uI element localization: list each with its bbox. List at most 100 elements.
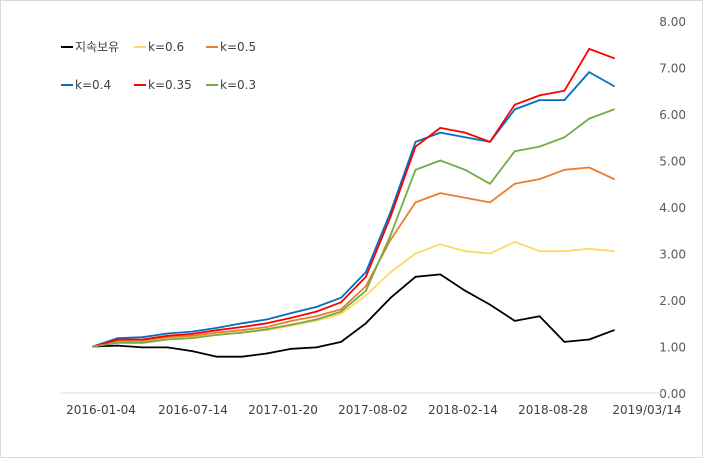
series-line xyxy=(92,48,615,348)
data-point xyxy=(563,168,566,171)
data-point xyxy=(439,273,442,276)
data-point xyxy=(191,330,194,333)
data-point xyxy=(513,108,516,111)
data-point xyxy=(538,145,541,148)
data-point xyxy=(563,136,566,139)
data-point xyxy=(563,340,566,343)
data-point xyxy=(414,141,417,143)
data-point xyxy=(116,337,119,340)
data-point xyxy=(315,306,318,308)
data-point xyxy=(389,271,392,273)
y-tick-label: 2.00 xyxy=(659,294,686,308)
data-point xyxy=(340,301,342,304)
data-point xyxy=(265,352,268,355)
data-point xyxy=(365,271,367,273)
legend-label: k=0.6 xyxy=(148,40,184,54)
x-tick-label: 2019/03/14 xyxy=(612,403,681,417)
y-tick-label: 5.00 xyxy=(659,155,686,169)
legend-label: k=0.4 xyxy=(75,78,111,92)
y-tick-label: 0.00 xyxy=(659,387,686,401)
data-point xyxy=(340,296,342,299)
data-point xyxy=(513,240,516,243)
y-tick-label: 3.00 xyxy=(659,248,686,262)
data-point xyxy=(340,340,342,343)
data-point xyxy=(389,210,392,213)
data-point xyxy=(340,308,342,311)
data-point xyxy=(513,182,516,185)
plot-area xyxy=(92,48,615,358)
data-point xyxy=(389,296,392,299)
legend: 지속보유 k=0.6 k=0.5 k=0.4 k=0.35 k=0.3 xyxy=(61,40,256,92)
data-point xyxy=(513,150,516,153)
data-point xyxy=(216,355,218,358)
series-line xyxy=(92,273,615,358)
y-tick-label: 1.00 xyxy=(659,341,686,355)
x-tick-label: 2017-01-20 xyxy=(248,403,318,417)
data-point xyxy=(439,192,442,194)
legend-label: k=0.35 xyxy=(148,78,192,92)
data-point xyxy=(365,285,367,287)
data-point xyxy=(290,323,293,326)
data-point xyxy=(365,275,367,278)
data-point xyxy=(315,315,318,318)
data-point xyxy=(613,250,615,253)
data-point xyxy=(464,136,467,139)
data-point xyxy=(290,312,293,314)
data-point xyxy=(538,94,541,97)
y-axis: 0.00 1.00 2.00 3.00 4.00 5.00 6.00 7.00 8.00 xyxy=(659,15,686,401)
data-point xyxy=(315,310,318,313)
data-point xyxy=(141,340,144,342)
data-point xyxy=(141,336,144,339)
data-point xyxy=(92,345,94,348)
data-point xyxy=(240,326,243,328)
data-point xyxy=(216,327,218,329)
x-tick-label: 2018-02-14 xyxy=(428,403,498,417)
data-point xyxy=(489,252,491,255)
series-line xyxy=(92,108,615,348)
data-point xyxy=(588,338,591,341)
x-tick-label: 2018-08-28 xyxy=(518,403,588,417)
data-point xyxy=(265,318,268,321)
data-point xyxy=(538,99,541,101)
data-point xyxy=(166,338,169,341)
data-point xyxy=(588,247,591,250)
data-point xyxy=(439,159,442,162)
data-point xyxy=(116,344,119,347)
data-point xyxy=(489,182,491,185)
data-point xyxy=(414,201,417,204)
data-point xyxy=(439,127,442,129)
data-point xyxy=(191,350,194,353)
data-point xyxy=(116,338,119,341)
data-point xyxy=(489,201,491,204)
data-point xyxy=(389,234,392,236)
data-point xyxy=(414,145,417,148)
x-tick-label: 2016-01-04 xyxy=(66,403,136,417)
data-point xyxy=(290,320,293,322)
data-point xyxy=(389,238,392,241)
x-axis: 2016-01-04 2016-07-14 2017-01-20 2017-08-02… xyxy=(61,392,682,417)
data-point xyxy=(414,252,417,255)
data-point xyxy=(439,131,442,134)
x-tick-label: 2016-07-14 xyxy=(158,403,228,417)
data-point xyxy=(588,166,591,169)
data-point xyxy=(414,168,417,171)
data-point xyxy=(365,322,367,325)
legend-label: k=0.5 xyxy=(220,40,256,54)
data-point xyxy=(538,178,541,181)
data-point xyxy=(513,103,516,106)
data-point xyxy=(290,347,293,350)
data-point xyxy=(216,333,218,336)
x-tick-label: 2017-08-02 xyxy=(338,403,408,417)
data-point xyxy=(489,303,491,306)
data-point xyxy=(265,322,268,325)
data-point xyxy=(141,338,144,341)
data-point xyxy=(613,85,615,87)
data-point xyxy=(240,331,243,334)
data-point xyxy=(365,294,367,297)
data-point xyxy=(563,250,566,253)
data-point xyxy=(290,316,293,319)
data-point xyxy=(240,355,243,358)
data-point xyxy=(513,320,516,322)
